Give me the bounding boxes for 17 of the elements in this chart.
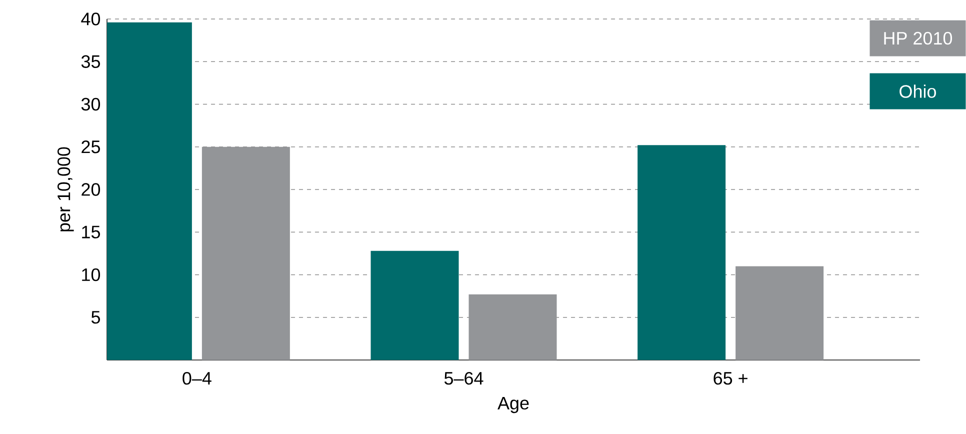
y-tick-label: 20: [82, 183, 100, 196]
y-tick-label: 40: [81, 12, 100, 26]
y-tick-label: 10: [82, 268, 100, 282]
x-axis-title: Age: [498, 396, 529, 414]
bar: [638, 145, 726, 360]
y-tick-label: 5: [91, 311, 100, 324]
bar: [370, 250, 459, 360]
y-tick-label: 30: [81, 98, 100, 111]
y-tick-label: 15: [82, 226, 100, 238]
y-tick-label: 35: [81, 55, 100, 68]
y-axis-title: per 10,000: [57, 147, 74, 232]
x-tick-label: 0–4: [182, 372, 212, 385]
x-tick-label: 65 +: [714, 372, 748, 385]
text: HP 2010: [884, 32, 952, 45]
x-tick-label: 5–64: [444, 372, 484, 385]
y-tick-label: 25: [82, 140, 100, 154]
text: Ohio: [900, 84, 936, 98]
